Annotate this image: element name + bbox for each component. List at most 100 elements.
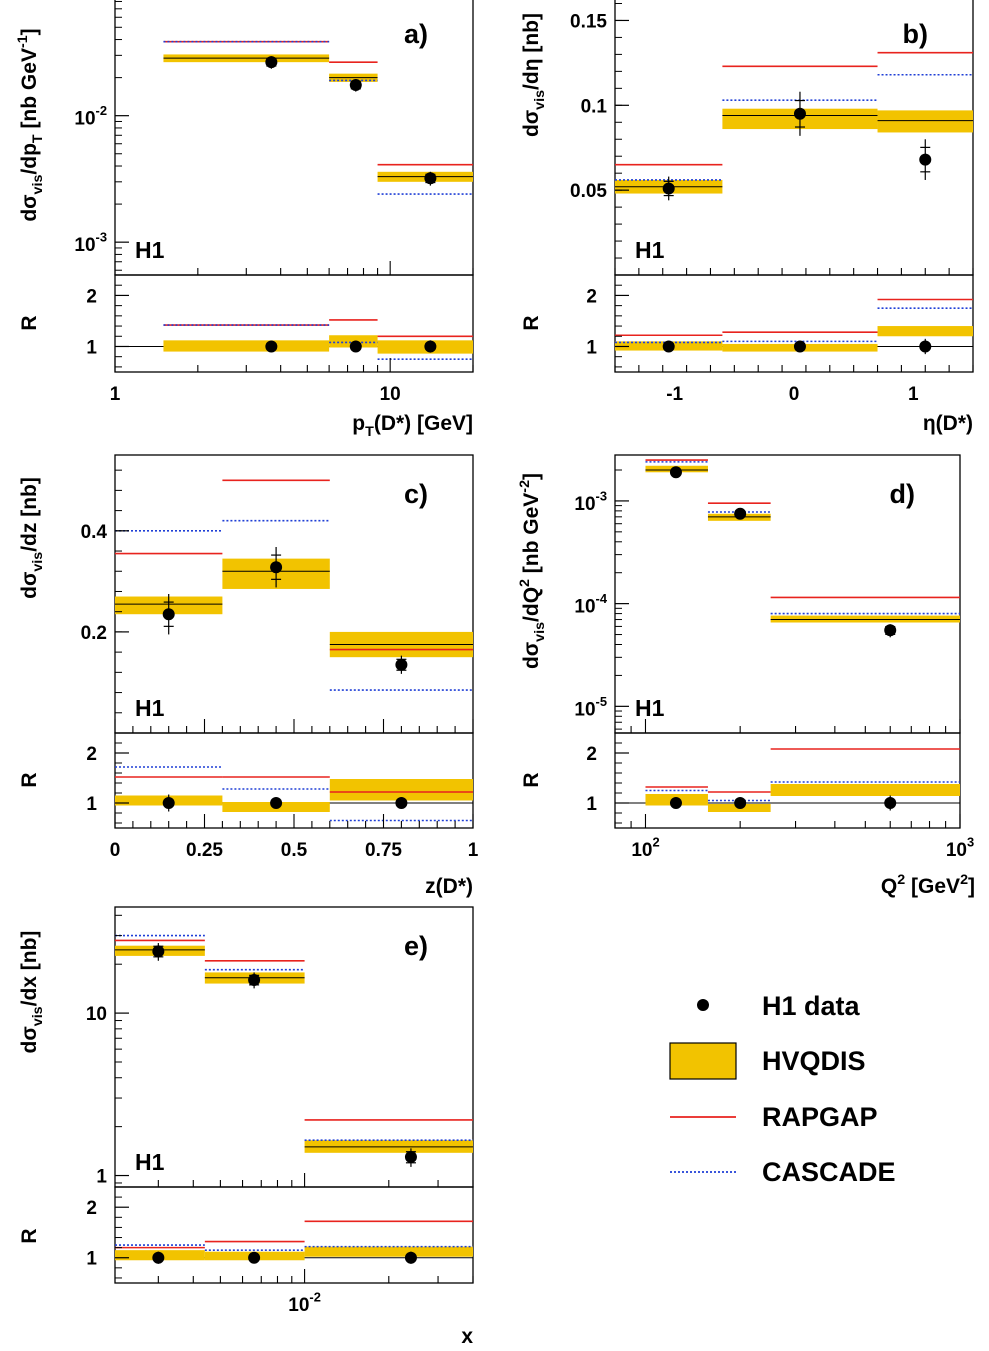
x-tick-label: 1 (908, 384, 919, 405)
ratio-data-point (734, 797, 747, 809)
panel-e: 1 10 1 2 10-2 e) H1 x dσvis​/dx [nb] R (18, 906, 474, 1348)
x-tick-label: 1 (110, 384, 121, 405)
data-point (395, 658, 408, 671)
ratio-frame (614, 732, 961, 829)
ratio-frame (114, 274, 474, 373)
panel-c: 0.2 0.4 1 2 0 0.25 0.5 0.75 1 c) H1 z(D*) dσvis​/dz … (18, 454, 479, 898)
legend-cascade-label: CASCADE (762, 1157, 896, 1187)
panel-letter: e) (404, 931, 428, 961)
ratio-y-tick-label: 2 (586, 286, 597, 307)
y-axis-title: dσvis​/dQ2​ [nb GeV-2​] (517, 473, 548, 669)
ratio-data-point (152, 1251, 165, 1264)
x-axis-title: z(D*) (425, 875, 473, 898)
ratio-hvqdis-band (877, 326, 973, 337)
panel-d: 10-3 10-4 10-5 1 2 102 103 d) H1 Q2​ [GeV2​] dσvis… (517, 454, 975, 898)
x-axis-title: η(D*) (923, 412, 973, 435)
legend-data-label: H1 data (762, 991, 861, 1021)
ratio-data-point (162, 797, 175, 809)
data-point (734, 507, 747, 520)
ratio-y-tick-label: 1 (586, 794, 597, 815)
x-tick-label: 0 (789, 384, 800, 405)
ratio-y-tick-label: 2 (86, 286, 97, 307)
x-axis-title: x (461, 1325, 473, 1348)
ratio-data-point (404, 1251, 417, 1264)
data-point (919, 153, 932, 166)
ratio-data-point (270, 797, 283, 809)
legend-entry-hvqdis: HVQDIS (669, 1042, 866, 1080)
x-axis-title: Q2​ [GeV2​] (881, 872, 975, 898)
h1-label: H1 (135, 1149, 165, 1175)
ratio-y-tick-label: 1 (86, 1249, 97, 1270)
ratio-frame (114, 1186, 474, 1284)
y-axis-title: dσvis​/dη [nb] (520, 13, 548, 137)
ratio-y-tick-label: 2 (86, 744, 97, 765)
legend-data-marker (697, 999, 709, 1011)
ratio-y-tick-label: 1 (86, 337, 97, 358)
x-tick-label: 1 (468, 840, 479, 861)
ratio-axis-title: R (18, 1228, 41, 1243)
y-tick-label: 10-4 (574, 591, 607, 618)
ratio-y-tick-label: 1 (86, 794, 97, 815)
x-tick-label: 102 (631, 835, 659, 862)
x-axis-title: pT​(D*) [GeV] (352, 412, 473, 440)
ratio-y-tick-label: 1 (586, 337, 597, 358)
ratio-hvqdis-band (329, 779, 473, 801)
x-tick-label: 0.5 (281, 840, 308, 861)
ratio-data-point (395, 797, 408, 809)
ratio-y-tick-label: 2 (586, 744, 597, 765)
h1-label: H1 (135, 237, 165, 263)
ratio-data-point (884, 797, 897, 809)
data-point (424, 172, 437, 185)
ratio-data-point (919, 340, 932, 353)
data-point (349, 78, 362, 91)
x-tick-label: -1 (666, 384, 683, 405)
ratio-axis-title: R (18, 772, 41, 787)
y-tick-label: 0.2 (81, 623, 107, 644)
panel-a: 10-2 10-3 1 2 1 10 a) H1 pT​(D*) [GeV] dσvis​/dpT… (15, 0, 474, 440)
data-point (152, 945, 165, 958)
h1-label: H1 (635, 695, 665, 721)
ratio-data-point (424, 340, 437, 353)
legend-entry-rapgap: RAPGAP (670, 1102, 878, 1132)
y-tick-label: 10-5 (574, 694, 607, 721)
y-tick-label: 0.15 (570, 11, 607, 32)
data-point (404, 1151, 417, 1164)
legend: H1 data HVQDIS RAPGAP CASCADE (669, 991, 896, 1187)
x-tick-label: 0 (110, 840, 121, 861)
x-tick-label: 10 (380, 384, 401, 405)
legend-hvqdis-swatch (669, 1042, 737, 1080)
ratio-data-point (248, 1251, 261, 1264)
data-point (662, 182, 675, 195)
data-point (793, 107, 806, 120)
panel-letter: d) (890, 479, 915, 509)
ratio-data-point (349, 340, 362, 353)
y-axis-title: dσvis​/dpT​ [nb GeV-1​] (15, 28, 46, 221)
ratio-data-point (265, 340, 278, 353)
data-point (265, 56, 278, 69)
y-axis-title: dσvis​/dz [nb] (18, 477, 46, 599)
x-tick-label: 0.25 (186, 840, 223, 861)
ratio-axis-title: R (520, 315, 543, 330)
y-tick-label: 0.4 (81, 522, 108, 543)
y-tick-label: 1 (96, 1167, 107, 1188)
h1-label: H1 (635, 237, 665, 263)
y-axis-title: dσvis​/dx [nb] (18, 931, 46, 1054)
data-point (270, 561, 283, 574)
panel-letter: a) (404, 19, 428, 49)
ratio-hvqdis-band (163, 340, 330, 352)
ratio-y-tick-label: 2 (86, 1198, 97, 1219)
data-point (162, 608, 175, 621)
data-point (669, 466, 682, 479)
legend-entry-cascade: CASCADE (670, 1157, 896, 1187)
data-point (248, 973, 261, 986)
h1-label: H1 (135, 695, 165, 721)
y-tick-label: 10-3 (74, 230, 107, 256)
ratio-axis-title: R (18, 315, 41, 330)
legend-rapgap-label: RAPGAP (762, 1102, 878, 1132)
panel-letter: c) (404, 479, 428, 509)
y-tick-label: 0.1 (581, 96, 608, 117)
x-tick-label: 103 (946, 835, 974, 862)
data-point (884, 624, 897, 637)
y-tick-label: 10 (86, 1004, 107, 1025)
